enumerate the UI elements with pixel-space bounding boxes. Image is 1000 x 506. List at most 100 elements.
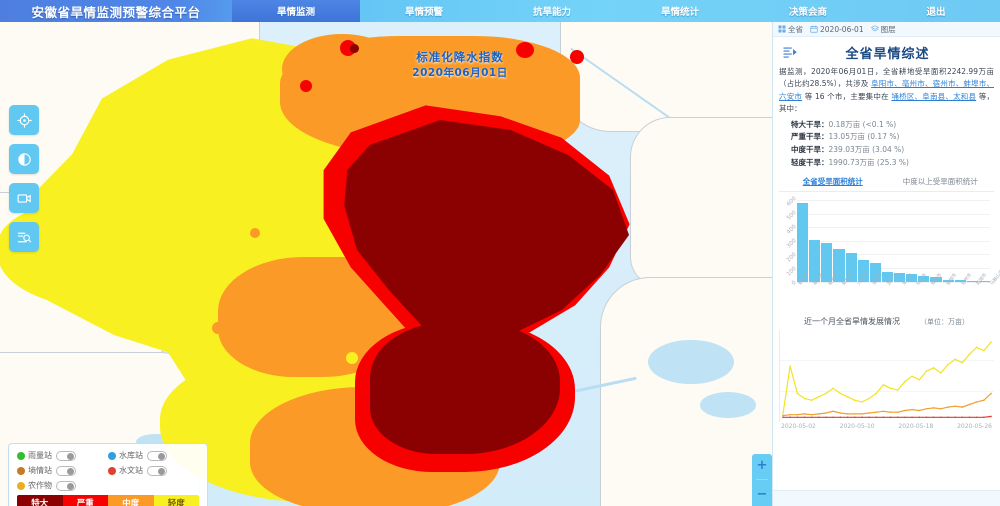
- bar[interactable]: [881, 271, 893, 282]
- stat-label-moderate: 中度干旱：: [791, 145, 829, 154]
- bar[interactable]: [894, 272, 906, 282]
- anhui-drought-overlay[interactable]: [0, 22, 650, 506]
- hotspot-8: [262, 390, 274, 402]
- data-point: [825, 411, 827, 414]
- line-chart-unit: （单位：万亩）: [920, 317, 969, 326]
- data-point: [846, 395, 849, 398]
- severity-light[interactable]: 轻度: [153, 495, 199, 506]
- bar[interactable]: [942, 279, 954, 282]
- scope-selector[interactable]: 全省: [778, 24, 803, 35]
- scope-label: 全省: [788, 24, 803, 34]
- data-point: [918, 409, 921, 411]
- toggle-hydro-station[interactable]: [147, 465, 167, 476]
- data-point: [990, 415, 992, 417]
- data-point: [803, 416, 806, 418]
- map-legend-panel: 雨量站 水库站 墒情站 水文站 农作物: [8, 443, 208, 506]
- toggle-crop[interactable]: [56, 480, 76, 491]
- toggle-rain-station[interactable]: [56, 450, 76, 461]
- bar[interactable]: [833, 248, 845, 282]
- data-point: [789, 413, 791, 415]
- data-point: [853, 398, 856, 401]
- stat-value-light: 1990.73万亩 (25.3 %): [828, 157, 909, 167]
- locate-icon[interactable]: [9, 105, 39, 135]
- contrast-icon[interactable]: [9, 144, 39, 174]
- bar[interactable]: [930, 276, 942, 282]
- bar[interactable]: [857, 260, 869, 282]
- layers-selector[interactable]: 图层: [870, 24, 896, 35]
- legend-item-hydro-station[interactable]: 水文站: [108, 465, 199, 476]
- nav-tab-consultation[interactable]: 决策会商: [788, 7, 827, 18]
- calendar-icon: [810, 25, 818, 33]
- summary-counties-link[interactable]: 埇桥区、阜南县、太和县: [891, 91, 977, 101]
- tab-province-drought-area[interactable]: 全省受旱面积统计: [802, 176, 863, 186]
- data-point: [846, 412, 849, 415]
- bar[interactable]: [954, 280, 966, 282]
- bar[interactable]: [809, 239, 821, 282]
- data-point: [861, 416, 863, 418]
- severity-severe[interactable]: 严重: [62, 495, 108, 506]
- tab-moderate-plus-drought-area[interactable]: 中度以上受旱面积统计: [902, 176, 978, 186]
- stat-label-severe: 严重干旱：: [791, 132, 829, 142]
- severity-scale: 特大 严重 中度 轻度: [17, 495, 199, 506]
- severity-extreme[interactable]: 特大: [17, 495, 63, 506]
- data-point: [983, 416, 985, 418]
- date-label: 2020-06-01: [820, 24, 864, 34]
- bar[interactable]: [797, 202, 809, 282]
- stat-label-extreme: 特大干旱：: [791, 119, 829, 129]
- toggle-soil-station[interactable]: [56, 465, 76, 476]
- legend-item-crop[interactable]: 农作物: [17, 480, 112, 491]
- nav-tab-capacity[interactable]: 抗旱能力: [532, 7, 571, 18]
- data-point: [968, 416, 971, 418]
- legend-label-crop: 农作物: [28, 481, 52, 490]
- nav-tab-monitor[interactable]: 旱情监测: [232, 0, 360, 22]
- severity-moderate[interactable]: 中度: [108, 495, 154, 506]
- data-point: [904, 380, 906, 382]
- stat-row-severe: 严重干旱：13.05万亩 (0.17 %): [779, 131, 994, 144]
- map-canvas[interactable]: 标准化降水指数 2020年06月01日: [0, 22, 772, 506]
- drought-summary-text: 据监测，2020年06月01日，全省耕地受旱面积2242.99万亩（占比约28.…: [779, 66, 994, 116]
- nav-tab-warning[interactable]: 旱情预警: [404, 7, 443, 18]
- data-point: [932, 416, 935, 418]
- line-series: [782, 392, 992, 416]
- bar-chart-gridlines: [797, 198, 990, 283]
- toggle-reservoir-station[interactable]: [147, 450, 167, 461]
- legend-item-soil-station[interactable]: 墒情站: [17, 465, 108, 476]
- data-point: [990, 392, 992, 394]
- data-point: [990, 340, 992, 343]
- line-chart-header: 近一个月全省旱情发展情况 （单位：万亩）: [779, 316, 994, 327]
- bar[interactable]: [821, 242, 833, 282]
- bar-chart[interactable]: 0 100 200 300 400 500 600 阜阳市 亳州市 宿州市 蚌埠市 六安市 淮南市 滁州…: [779, 196, 1000, 308]
- data-point: [954, 416, 956, 418]
- bar[interactable]: [869, 262, 881, 282]
- zoom-in-button[interactable]: +: [756, 457, 768, 473]
- gridline: [797, 200, 990, 202]
- hotspot-7: [212, 322, 224, 334]
- data-point: [940, 371, 942, 374]
- data-point: [882, 410, 885, 412]
- query-icon[interactable]: [9, 222, 39, 252]
- legend-item-rain-station[interactable]: 雨量站: [17, 450, 108, 461]
- bar[interactable]: [906, 274, 918, 282]
- gridline: [797, 281, 990, 283]
- summary-part-1: 据监测，2020年06月01日，全省耕地受旱面积2242.99万亩（占比约28.…: [779, 67, 994, 89]
- map-title-index: 标准化降水指数: [416, 50, 504, 64]
- nav-tab-statistics[interactable]: 旱情统计: [660, 7, 699, 18]
- panel-header: 全省旱情综述: [779, 37, 994, 66]
- bar[interactable]: [918, 275, 930, 282]
- gridline: [797, 240, 990, 242]
- data-point: [889, 410, 892, 413]
- data-point: [803, 397, 806, 399]
- map-zoom-controls: + − ⛶: [752, 454, 772, 506]
- zoom-out-button[interactable]: −: [756, 486, 768, 502]
- bar-chart-bars: [797, 198, 990, 282]
- lake-east-1: [648, 340, 734, 384]
- bar[interactable]: [845, 253, 857, 282]
- nav-tab-exit[interactable]: 退出: [926, 7, 946, 18]
- date-selector[interactable]: 2020-06-01: [810, 25, 864, 34]
- line-chart[interactable]: [779, 329, 994, 422]
- summary-cities-link[interactable]: 阜阳市、亳州市、宿州市、蚌埠市、六安市: [779, 79, 994, 101]
- legend-item-reservoir-station[interactable]: 水库站: [108, 450, 199, 461]
- video-icon[interactable]: [9, 183, 39, 213]
- data-point: [940, 416, 942, 418]
- data-point: [868, 416, 870, 418]
